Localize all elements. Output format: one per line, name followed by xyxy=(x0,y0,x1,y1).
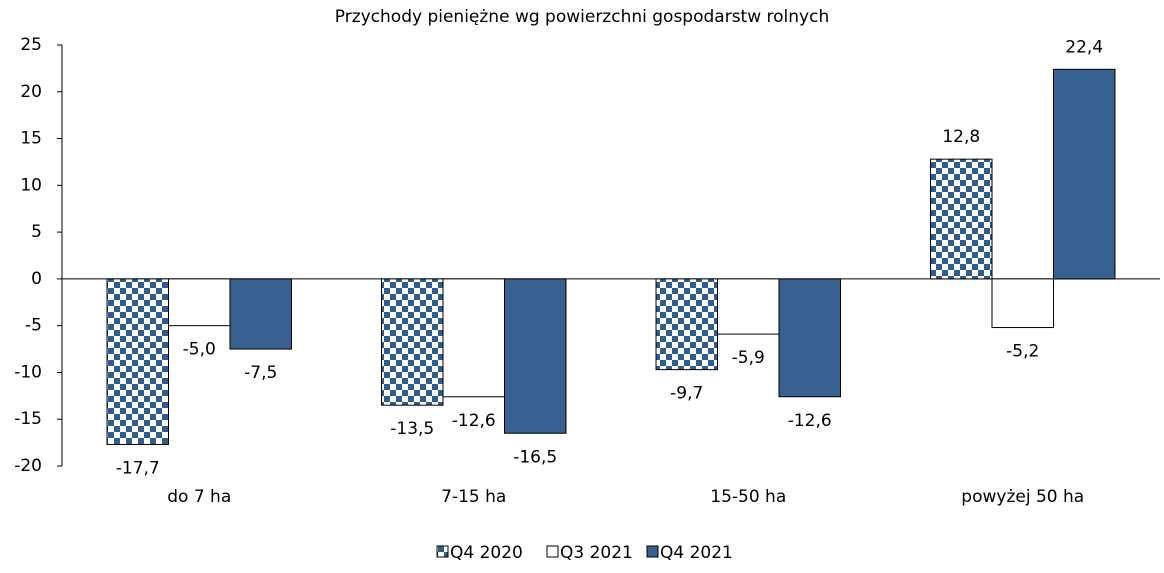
legend-swatch xyxy=(546,545,559,558)
data-label: -17,7 xyxy=(116,458,160,478)
legend-label: Q3 2021 xyxy=(560,543,633,563)
legend-label: Q4 2021 xyxy=(660,543,733,563)
legend-swatch xyxy=(646,545,659,558)
y-tick-label: 0 xyxy=(31,269,42,289)
bar xyxy=(717,278,780,335)
data-label: -12,6 xyxy=(788,411,832,431)
bar xyxy=(655,278,719,371)
y-tick-label: 10 xyxy=(20,175,42,195)
y-tick-label: -20 xyxy=(14,456,42,476)
data-label: -5,0 xyxy=(183,340,216,360)
legend-swatch xyxy=(436,545,449,558)
bar xyxy=(930,158,993,280)
x-tick-label: 15-50 ha xyxy=(710,487,786,507)
bar xyxy=(1052,68,1116,280)
y-tick-label: 15 xyxy=(20,129,42,149)
y-tick-label: 5 xyxy=(31,222,42,242)
x-tick-label: do 7 ha xyxy=(167,487,231,507)
x-tick-label: powyżej 50 ha xyxy=(961,487,1084,507)
data-label: -7,5 xyxy=(244,363,277,383)
y-tick-label: 20 xyxy=(20,82,42,102)
bar xyxy=(106,278,170,445)
bar xyxy=(503,278,567,434)
data-label: -12,6 xyxy=(452,411,496,431)
y-tick-label: -5 xyxy=(25,316,42,336)
data-label: -9,7 xyxy=(670,384,703,404)
y-tick-label: 25 xyxy=(20,35,42,55)
data-label: -13,5 xyxy=(390,419,434,439)
bar xyxy=(991,278,1054,329)
data-label: 22,4 xyxy=(1065,37,1103,57)
data-label: 12,8 xyxy=(942,127,980,147)
data-label: -16,5 xyxy=(513,447,557,467)
y-tick-label: -10 xyxy=(14,362,42,382)
bar xyxy=(778,278,841,398)
chart-title: Przychody pieniężne wg powierzchni gospo… xyxy=(335,7,829,27)
bar xyxy=(229,278,292,350)
x-tick-label: 7-15 ha xyxy=(441,487,506,507)
bar xyxy=(442,278,505,398)
y-tick-label: -15 xyxy=(14,409,42,429)
data-label: -5,2 xyxy=(1006,342,1039,362)
bar xyxy=(168,278,231,327)
data-label: -5,9 xyxy=(732,348,765,368)
bar xyxy=(381,278,444,406)
legend-label: Q4 2020 xyxy=(450,543,523,563)
